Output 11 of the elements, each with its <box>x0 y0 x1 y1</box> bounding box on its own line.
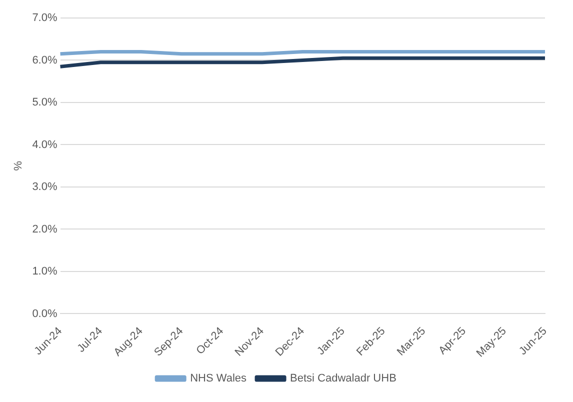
y-tick-label: 1.0% <box>32 266 58 278</box>
y-tick-label: 5.0% <box>32 96 58 109</box>
y-tick-label: 6.0% <box>32 54 58 66</box>
y-tick-label: 0.0% <box>32 308 58 320</box>
legend-label: NHS Wales <box>190 372 248 385</box>
y-tick-label: 7.0% <box>32 12 58 24</box>
y-tick-label: 3.0% <box>32 181 58 194</box>
y-tick-label: 2.0% <box>32 223 58 236</box>
y-axis-title: % <box>12 160 25 171</box>
y-tick-label: 4.0% <box>32 138 58 151</box>
legend-label: Betsi Cadwaladr UHB <box>290 372 396 385</box>
